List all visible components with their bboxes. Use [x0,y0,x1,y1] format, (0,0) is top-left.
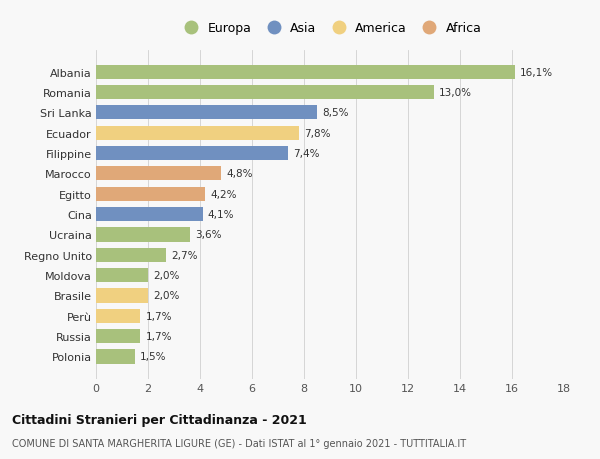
Text: 3,6%: 3,6% [195,230,221,240]
Bar [96,228,190,242]
Text: 2,7%: 2,7% [172,250,198,260]
Bar [96,207,203,222]
Bar [96,289,148,303]
Text: 1,7%: 1,7% [145,331,172,341]
Text: 13,0%: 13,0% [439,88,472,98]
Bar [96,309,140,323]
Bar [96,248,166,262]
Text: 4,2%: 4,2% [211,189,237,199]
Text: Cittadini Stranieri per Cittadinanza - 2021: Cittadini Stranieri per Cittadinanza - 2… [12,413,307,426]
Text: 4,1%: 4,1% [208,210,235,219]
Text: COMUNE DI SANTA MARGHERITA LIGURE (GE) - Dati ISTAT al 1° gennaio 2021 - TUTTITA: COMUNE DI SANTA MARGHERITA LIGURE (GE) -… [12,438,466,448]
Text: 7,8%: 7,8% [304,129,331,138]
Text: 8,5%: 8,5% [322,108,349,118]
Bar [96,269,148,283]
Text: 4,8%: 4,8% [226,169,253,179]
Bar [96,167,221,181]
Text: 2,0%: 2,0% [153,270,179,280]
Text: 16,1%: 16,1% [520,67,553,78]
Text: 1,5%: 1,5% [140,352,167,362]
Text: 2,0%: 2,0% [153,291,179,301]
Bar [96,146,289,161]
Bar [96,86,434,100]
Text: 7,4%: 7,4% [293,149,320,159]
Bar [96,65,515,79]
Bar [96,106,317,120]
Bar [96,187,205,202]
Text: 1,7%: 1,7% [145,311,172,321]
Bar [96,126,299,140]
Bar [96,350,135,364]
Bar [96,329,140,343]
Legend: Europa, Asia, America, Africa: Europa, Asia, America, Africa [173,17,487,40]
